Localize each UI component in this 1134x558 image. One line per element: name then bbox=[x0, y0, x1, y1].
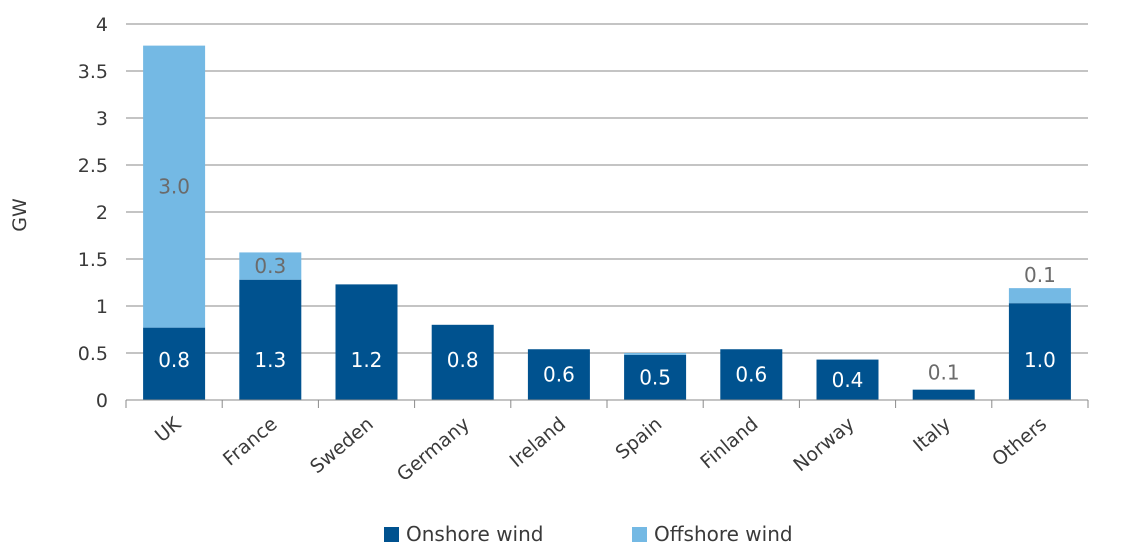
y-tick-label: 3 bbox=[96, 108, 108, 130]
data-label-onshore: 0.5 bbox=[639, 365, 671, 389]
bar-offshore-others bbox=[1008, 288, 1071, 304]
y-axis-title: GW bbox=[9, 198, 31, 232]
data-label-onshore: 1.3 bbox=[254, 348, 286, 372]
data-label-offshore: 3.0 bbox=[158, 175, 190, 199]
data-label-onshore: 0.6 bbox=[735, 363, 767, 387]
y-tick-label: 0 bbox=[96, 390, 108, 412]
x-tick-label: Finland bbox=[696, 413, 762, 474]
x-tick-label: Sweden bbox=[306, 413, 378, 478]
bar-offshore-france bbox=[239, 252, 302, 280]
bar-onshore-ireland bbox=[527, 349, 590, 400]
bar-onshore-uk bbox=[143, 327, 206, 400]
data-label-onshore: 1.2 bbox=[351, 348, 383, 372]
bar-offshore-uk bbox=[143, 45, 206, 328]
bar-onshore-norway bbox=[816, 359, 879, 400]
y-tick-label: 1 bbox=[96, 296, 108, 318]
data-labels: 0.8 3.0 1.3 0.3 1.2 0.8 0.6 0.5 0.6 0.4 0.1 1.0 0.1 bbox=[158, 175, 1056, 392]
legend-swatch bbox=[632, 527, 647, 542]
data-label-onshore: 0.6 bbox=[543, 363, 575, 387]
x-tick-label: UK bbox=[151, 413, 186, 447]
data-label-onshore: 0.4 bbox=[832, 368, 864, 392]
legend: Onshore wind Offshore wind bbox=[384, 522, 793, 546]
y-tick-label: 3.5 bbox=[78, 61, 108, 83]
x-tick-label: Norway bbox=[789, 413, 858, 476]
x-tick-label: Italy bbox=[909, 413, 955, 456]
data-label-onshore: 0.8 bbox=[447, 348, 479, 372]
bar-onshore-finland bbox=[720, 349, 783, 400]
bar-onshore-others bbox=[1008, 303, 1071, 400]
bar-onshore-sweden bbox=[335, 284, 398, 400]
x-tick-label: Others bbox=[988, 413, 1051, 471]
legend-label: Onshore wind bbox=[406, 522, 543, 546]
data-label-onshore: 0.1 bbox=[928, 361, 960, 385]
x-tick-label: Ireland bbox=[506, 413, 570, 472]
legend-swatch bbox=[384, 527, 399, 542]
data-label-offshore: 0.1 bbox=[1024, 263, 1056, 287]
y-tick-label: 2.5 bbox=[78, 155, 108, 177]
y-tick-label: 1.5 bbox=[78, 249, 108, 271]
y-tick-label: 4 bbox=[96, 14, 108, 36]
x-tick-label: France bbox=[219, 413, 282, 470]
data-label-onshore: 1.0 bbox=[1024, 348, 1056, 372]
legend-label: Offshore wind bbox=[654, 522, 793, 546]
bar-onshore-italy bbox=[912, 389, 975, 400]
bars bbox=[143, 45, 1071, 400]
bar-onshore-france bbox=[239, 279, 302, 400]
x-tick-label: Germany bbox=[393, 413, 474, 486]
data-label-onshore: 0.8 bbox=[158, 348, 190, 372]
bar-offshore-spain bbox=[624, 353, 687, 355]
y-tick-label: 0.5 bbox=[78, 343, 108, 365]
bar-onshore-germany bbox=[431, 324, 494, 400]
y-tick-label: 2 bbox=[96, 202, 108, 224]
data-label-offshore: 0.3 bbox=[254, 254, 286, 278]
x-tick-label: Spain bbox=[612, 413, 667, 464]
bar-onshore-spain bbox=[624, 354, 687, 400]
axes: 0 0.5 1 1.5 2 2.5 3 3.5 4 UK France Sweden Germany Ir… bbox=[78, 14, 1089, 486]
